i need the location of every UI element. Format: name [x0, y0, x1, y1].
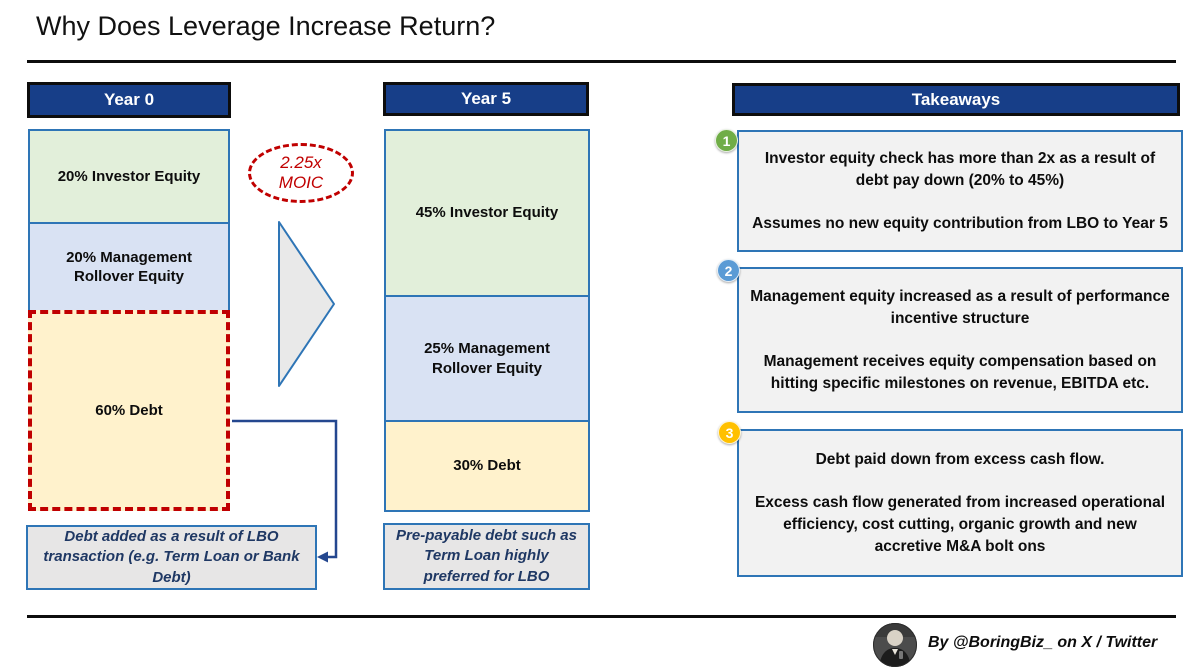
year5-header-label: Year 5 [460, 89, 512, 108]
takeaways-header: Takeaways [732, 83, 1180, 116]
moic-badge: 2.25x MOIC [248, 143, 354, 203]
year0-header-label: Year 0 [103, 90, 155, 109]
page-title: Why Does Leverage Increase Return? [36, 11, 496, 41]
year5-header: Year 5 [383, 82, 589, 116]
year5-debt-note-text: Pre-payable debt such as Term Loan highl… [396, 527, 577, 585]
year0-header: Year 0 [27, 82, 231, 118]
year5-debt-label: 30% Debt [453, 457, 521, 475]
takeaway-1-paragraph-2: Assumes no new equity contribution from … [752, 214, 1168, 232]
takeaway-box-1: Investor equity check has more than 2x a… [737, 130, 1183, 252]
year0-debt-segment-red-dashed: 60% Debt [28, 310, 230, 511]
takeaway-1-number: 1 [722, 132, 731, 149]
moic-label: MOIC [278, 173, 324, 192]
takeaway-number-badge-1: 1 [715, 129, 738, 152]
takeaway-2-paragraph-1: Management equity increased as a result … [750, 287, 1170, 327]
bottom-divider-line [27, 615, 1176, 618]
takeaway-3-number: 3 [725, 424, 734, 441]
year5-debt-note: Pre-payable debt such as Term Loan highl… [383, 523, 590, 590]
year0-investor-equity-segment: 20% Investor Equity [28, 129, 230, 224]
year5-management-equity-segment: 25% Management Rollover Equity [384, 295, 590, 422]
takeaway-number-badge-2: 2 [717, 259, 740, 282]
year5-investor-equity-label: 45% Investor Equity [415, 204, 559, 222]
author-credit: By @BoringBiz_ on X / Twitter [928, 634, 1158, 651]
takeaway-box-3: Debt paid down from excess cash flow. Ex… [737, 429, 1183, 577]
takeaway-3-paragraph-1: Debt paid down from excess cash flow. [815, 450, 1105, 468]
takeaway-3-paragraph-2: Excess cash flow generated from increase… [754, 493, 1166, 555]
takeaway-2-paragraph-2: Management receives equity compensation … [763, 352, 1157, 392]
year0-investor-equity-label: 20% Investor Equity [57, 167, 201, 185]
author-avatar [873, 623, 917, 667]
takeaway-2-number: 2 [724, 262, 733, 279]
year5-management-equity-label: 25% Management Rollover Equity [424, 340, 550, 377]
year0-debt-note-text: Debt added as a result of LBO transactio… [43, 528, 300, 586]
right-arrow-icon [278, 221, 335, 387]
takeaway-1-paragraph-1: Investor equity check has more than 2x a… [764, 149, 1156, 189]
year5-debt-segment: 30% Debt [384, 420, 590, 512]
year0-debt-label: 60% Debt [95, 401, 163, 419]
year0-debt-note: Debt added as a result of LBO transactio… [26, 525, 317, 590]
takeaway-number-badge-3: 3 [718, 421, 741, 444]
debt-note-connector-arrow [232, 419, 338, 563]
year0-management-equity-label: 20% Management Rollover Equity [66, 248, 192, 286]
moic-multiple: 2.25x [280, 153, 322, 173]
year0-management-equity-segment: 20% Management Rollover Equity [28, 222, 230, 312]
top-divider-line [27, 60, 1176, 63]
takeaways-header-label: Takeaways [911, 89, 1001, 109]
takeaway-box-2: Management equity increased as a result … [737, 267, 1183, 413]
year5-investor-equity-segment: 45% Investor Equity [384, 129, 590, 297]
